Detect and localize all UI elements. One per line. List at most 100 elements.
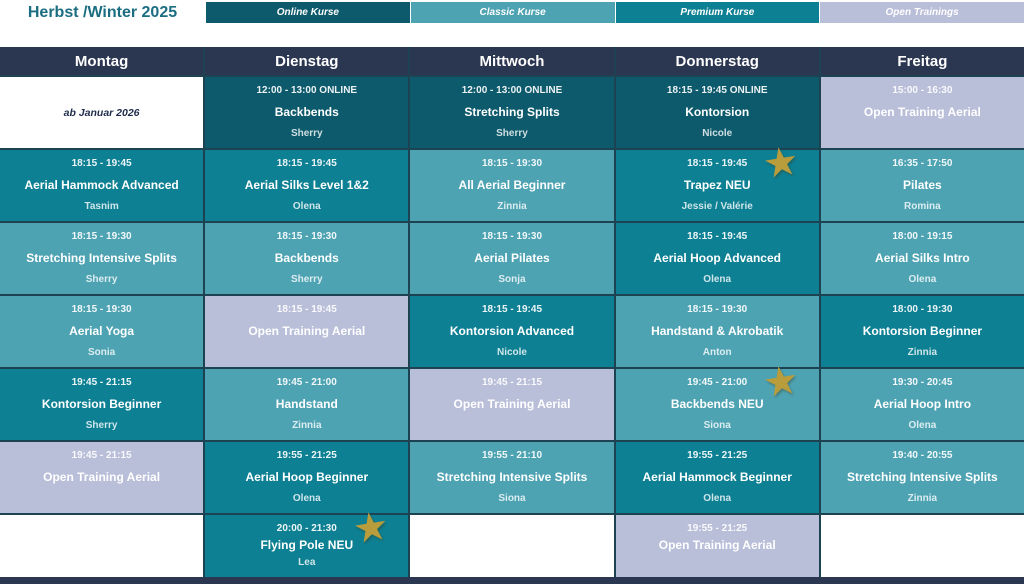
course-cell[interactable]: 19:45 - 21:15 Open Training Aerial — [410, 369, 614, 440]
course-teacher: Jessie / Valérie — [681, 201, 753, 212]
course-cell[interactable]: 18:15 - 19:45 Trapez NEU Jessie / Valérie ★ — [615, 138, 819, 221]
course-cell[interactable]: 19:40 - 20:55 Stretching Intensive Splits… — [820, 442, 1024, 513]
course-cell[interactable]: 18:15 - 19:30 Stretching Intensive Splits… — [0, 223, 204, 294]
course-time: 12:00 - 13:00 ONLINE — [461, 85, 563, 96]
course-title: Stretching Intensive Splits — [26, 250, 177, 265]
day-header-montag: Montag — [0, 47, 204, 75]
empty-cell — [0, 515, 204, 577]
day-header-dienstag: Dienstag — [205, 47, 409, 75]
course-title: Aerial Hoop Intro — [873, 396, 972, 411]
course-title: Backbends NEU — [670, 396, 764, 411]
course-cell[interactable]: 18:15 - 19:30 Backbends Sherry — [205, 223, 409, 294]
course-cell[interactable]: 18:15 - 19:45 Kontorsion Advanced Nicole — [410, 296, 614, 367]
course-cell[interactable]: 12:00 - 13:00 ONLINE Backbends Sherry — [205, 77, 409, 148]
course-teacher: Siona — [703, 420, 731, 431]
course-teacher: Zinnia — [907, 347, 938, 358]
course-cell[interactable]: 19:30 - 20:45 Aerial Hoop Intro Olena — [820, 369, 1024, 440]
course-title: Handstand & Akrobatik — [651, 323, 784, 338]
course-teacher: Sherry — [85, 274, 118, 285]
course-cell[interactable]: 19:55 - 21:25 Open Training Aerial — [615, 515, 819, 577]
course-cell[interactable]: 16:35 - 17:50 Pilates Romina — [820, 150, 1024, 221]
empty-cell — [410, 515, 614, 577]
course-time: 19:55 - 21:25 — [687, 450, 748, 461]
course-time: 18:15 - 19:45 — [71, 158, 132, 169]
page-title: Herbst /Winter 2025 — [0, 2, 205, 23]
course-title: Open Training Aerial — [248, 323, 366, 338]
course-teacher: Sonia — [87, 347, 116, 358]
course-teacher: Olena — [292, 493, 321, 504]
course-title: Flying Pole NEU — [260, 538, 354, 553]
course-cell[interactable]: 19:45 - 21:15 Kontorsion Beginner Sherry — [0, 369, 204, 440]
course-cell[interactable]: 18:15 - 19:45 Open Training Aerial — [205, 296, 409, 367]
course-cell[interactable]: 18:15 - 19:45 Aerial Hoop Advanced Olena — [615, 223, 819, 294]
course-time: 19:40 - 20:55 — [892, 450, 953, 461]
course-teacher: Zinnia — [497, 201, 527, 212]
course-cell[interactable]: 12:00 - 13:00 ONLINE Stretching Splits She… — [410, 77, 614, 148]
course-title: Aerial Hammock Advanced — [24, 177, 179, 192]
course-time: 12:00 - 13:00 ONLINE — [256, 85, 358, 96]
course-time: 19:45 - 21:15 — [71, 377, 132, 388]
course-cell[interactable]: 18:15 - 19:30 Aerial Yoga Sonia — [0, 296, 204, 367]
course-time: 19:45 - 21:15 — [481, 377, 543, 388]
course-title: Kontorsion — [685, 104, 750, 119]
course-cell[interactable]: 19:45 - 21:15 Open Training Aerial — [0, 442, 204, 513]
course-cell[interactable]: 18:15 - 19:30 Handstand & Akrobatik Anton — [615, 296, 819, 367]
course-cell[interactable]: 15:00 - 16:30 Open Training Aerial — [820, 77, 1024, 148]
course-cell[interactable]: 18:15 - 19:45 ONLINE Kontorsion Nicole — [615, 77, 819, 148]
course-teacher: Sherry — [290, 274, 323, 285]
course-teacher: Sherry — [496, 128, 528, 139]
course-time: 19:55 - 21:25 — [687, 523, 748, 534]
course-teacher: Siona — [498, 493, 526, 504]
day-header-donnerstag: Donnerstag — [615, 47, 819, 75]
course-time: 19:45 - 21:00 — [687, 377, 748, 388]
course-title: Backbends — [274, 250, 339, 265]
course-title: Aerial Silks Level 1&2 — [244, 177, 369, 192]
course-cell[interactable]: 18:00 - 19:30 Kontorsion Beginner Zinnia — [820, 296, 1024, 367]
course-cell[interactable]: 18:15 - 19:45 Aerial Silks Level 1&2 Olena — [205, 150, 409, 221]
course-title: Open Training Aerial — [453, 396, 571, 411]
legend-online-kurse: Online Kurse — [206, 2, 410, 23]
course-teacher: Sherry — [290, 128, 323, 139]
course-teacher: Olena — [703, 493, 732, 504]
course-title: All Aerial Beginner — [458, 177, 566, 192]
course-cell[interactable]: 20:00 - 21:30 Flying Pole NEU Lea ★ — [205, 503, 409, 577]
course-title: Kontorsion Advanced — [449, 323, 575, 338]
course-title: Kontorsion Beginner — [862, 323, 983, 338]
course-cell[interactable]: 19:45 - 21:00 Backbends NEU Siona ★ — [615, 357, 819, 440]
course-cell[interactable]: 19:55 - 21:10 Stretching Intensive Splits… — [410, 442, 614, 513]
course-teacher: Olena — [908, 420, 937, 431]
day-header-mittwoch: Mittwoch — [410, 47, 614, 75]
course-teacher: Olena — [908, 274, 937, 285]
course-title: Aerial Hoop Beginner — [245, 469, 369, 484]
course-cell[interactable]: 19:55 - 21:25 Aerial Hammock Beginner Olen… — [615, 442, 819, 513]
course-time: 19:55 - 21:25 — [276, 450, 337, 461]
course-teacher: Nicole — [702, 128, 733, 139]
legend-bar: Herbst /Winter 2025 Online Kurse Classic… — [0, 2, 1024, 23]
legend-open-trainings: Open Trainings — [820, 2, 1024, 23]
course-title: Aerial Pilates — [474, 250, 550, 265]
course-teacher: Zinnia — [907, 493, 938, 504]
course-title: Aerial Hammock Beginner — [642, 469, 792, 484]
course-time: 18:15 - 19:45 — [687, 158, 748, 169]
course-time: 19:45 - 21:00 — [276, 377, 337, 388]
course-cell[interactable]: 18:15 - 19:45 Aerial Hammock Advanced Tasn… — [0, 150, 204, 221]
course-cell[interactable]: 19:45 - 21:00 Handstand Zinnia — [205, 369, 409, 440]
course-title: Backbends — [274, 104, 339, 119]
course-cell[interactable]: 19:55 - 21:25 Aerial Hoop Beginner Olena — [205, 442, 409, 513]
course-cell[interactable]: 18:15 - 19:30 All Aerial Beginner Zinnia — [410, 150, 614, 221]
course-title: Open Training Aerial — [658, 538, 776, 553]
course-time: 18:15 - 19:45 — [481, 304, 543, 315]
course-teacher: Zinnia — [292, 420, 322, 431]
course-teacher: Tasnim — [84, 201, 119, 212]
course-teacher: Sherry — [85, 420, 118, 431]
course-cell[interactable]: 18:00 - 19:15 Aerial Silks Intro Olena — [820, 223, 1024, 294]
course-teacher: Anton — [702, 347, 732, 358]
course-cell[interactable]: 18:15 - 19:30 Aerial Pilates Sonja — [410, 223, 614, 294]
course-time: 18:15 - 19:30 — [276, 231, 337, 242]
course-time: 15:00 - 16:30 — [892, 85, 953, 96]
course-title: Pilates — [903, 177, 942, 192]
course-title: Handstand — [275, 396, 338, 411]
course-title: Trapez NEU — [683, 177, 751, 192]
course-title: Open Training Aerial — [863, 104, 981, 119]
